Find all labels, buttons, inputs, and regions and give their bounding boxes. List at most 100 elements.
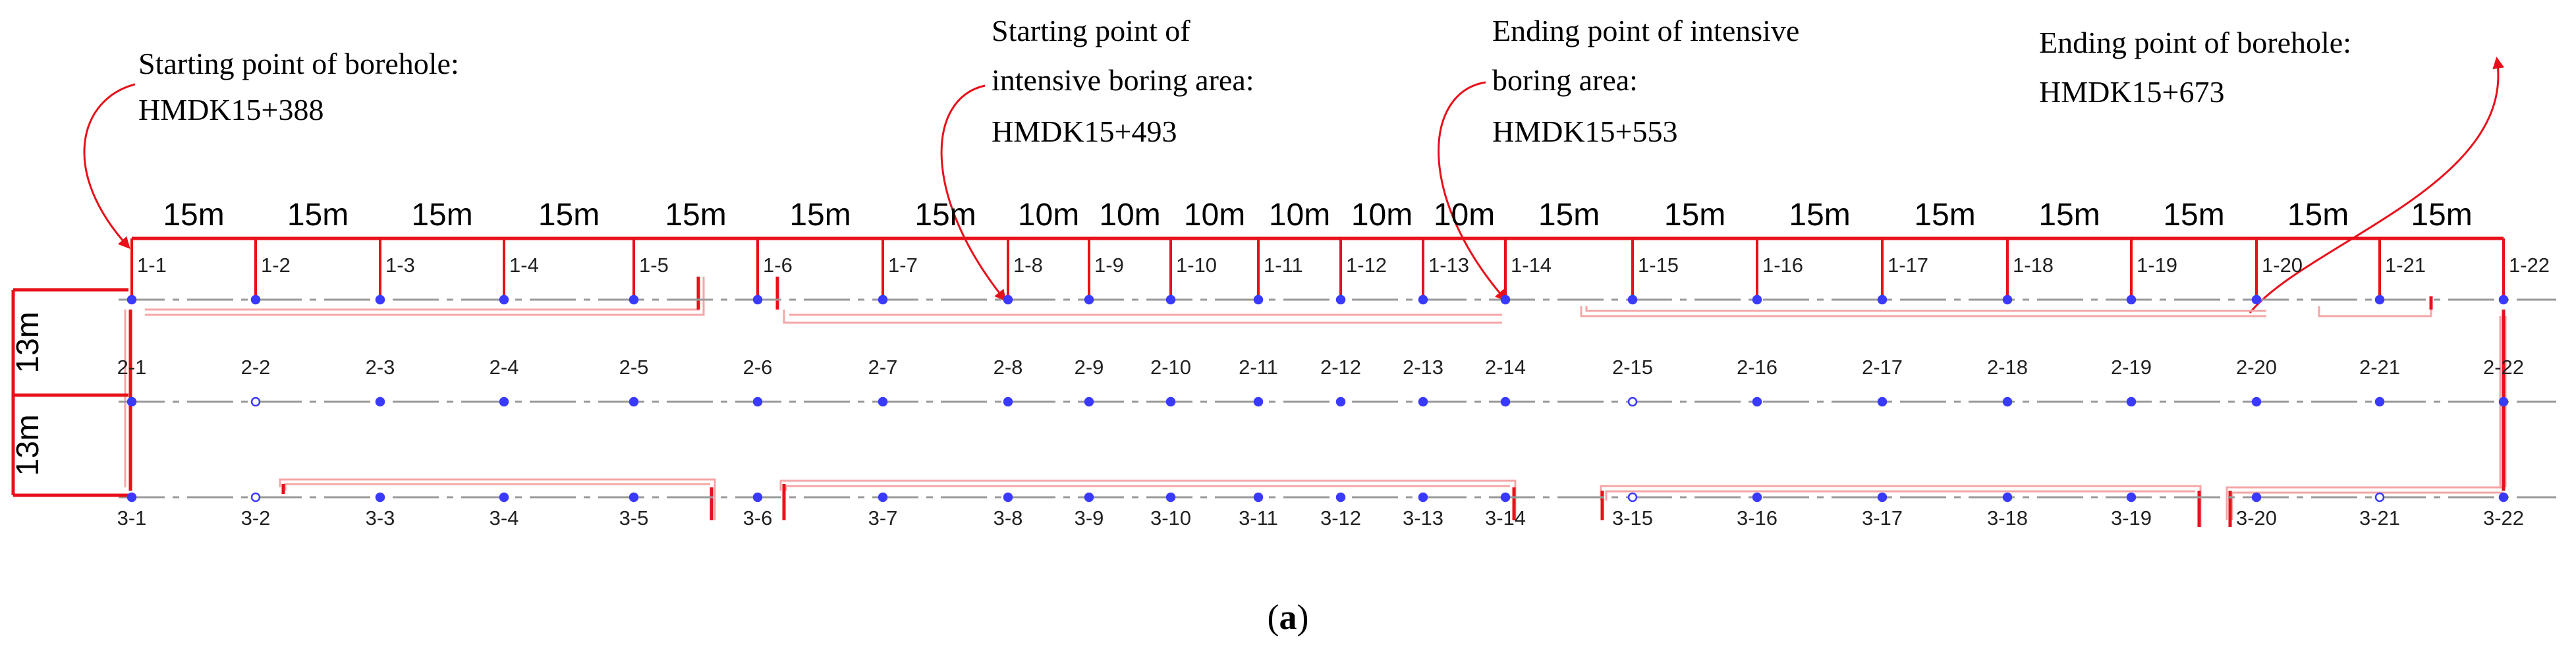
borehole-point — [629, 492, 639, 503]
borehole-point — [375, 492, 385, 503]
figure-caption: (a) — [1268, 597, 1309, 637]
caption-open: ( — [1268, 597, 1279, 637]
borehole-point — [499, 492, 509, 503]
borehole-label: 3-1 — [117, 506, 147, 530]
borehole-point — [752, 396, 763, 407]
borehole-label: 2-10 — [1150, 356, 1191, 379]
borehole-label: 3-10 — [1150, 506, 1191, 530]
borehole-point — [1500, 492, 1511, 503]
spacing-label: 15m — [287, 198, 349, 232]
annotation-start-borehole: Starting point of borehole: HMDK15+388 — [138, 47, 459, 126]
spacing-label: 15m — [1664, 198, 1725, 232]
borehole-point — [1165, 492, 1176, 503]
borehole-point — [1627, 396, 1638, 407]
borehole-point — [1084, 396, 1094, 407]
spacing-label: 10m — [1099, 198, 1160, 232]
borehole-point — [2126, 294, 2137, 305]
borehole-point — [1253, 294, 1264, 305]
borehole-label: 3-8 — [994, 506, 1023, 530]
spacing-label: 15m — [914, 198, 976, 232]
borehole-point — [1418, 396, 1428, 407]
borehole-point — [1084, 294, 1094, 305]
borehole-point — [499, 294, 509, 305]
borehole-point — [1500, 294, 1511, 305]
borehole-label: 1-14 — [1511, 254, 1552, 277]
borehole-label: 1-7 — [888, 254, 918, 277]
borehole-label: 3-18 — [1987, 506, 2028, 530]
borehole-point — [1003, 492, 1013, 503]
borehole-point — [499, 396, 509, 407]
borehole-label: 2-9 — [1075, 356, 1104, 379]
spacing-label: 10m — [1184, 198, 1245, 232]
borehole-label: 1-15 — [1638, 254, 1679, 277]
borehole-point — [1253, 492, 1264, 503]
outline-segment — [1580, 306, 2266, 317]
borehole-label: 2-1 — [117, 356, 147, 379]
borehole-label: 1-20 — [2262, 254, 2303, 277]
borehole-label: 2-12 — [1320, 356, 1361, 379]
borehole-point — [1335, 492, 1346, 503]
annotation-title: Starting point of — [992, 14, 1190, 47]
annotation-value: HMDK15+388 — [138, 93, 324, 126]
borehole-point — [752, 492, 763, 503]
annotation-title: Starting point of borehole: — [138, 47, 459, 80]
borehole-label: 1-21 — [2385, 254, 2426, 277]
borehole-label: 1-19 — [2137, 254, 2177, 277]
borehole-label: 2-7 — [868, 356, 898, 379]
annotation-title-line2: intensive boring area: — [992, 63, 1254, 97]
borehole-point — [250, 492, 261, 503]
borehole-point — [1335, 294, 1346, 305]
pointer-arrow-end-intensive — [1438, 81, 1507, 302]
spacing-label: 15m — [2038, 198, 2100, 232]
borehole-point — [1877, 294, 1888, 305]
borehole-point — [2498, 492, 2509, 503]
borehole-label: 2-3 — [366, 356, 395, 379]
borehole-grid: 1-1 1-2 1-3 1-4 1-5 1-6 1-7 1-8 1-9 1-10 1-11 1-12 1… — [117, 254, 2550, 530]
borehole-label: 3-13 — [1403, 506, 1443, 530]
borehole-label: 2-22 — [2483, 356, 2524, 379]
borehole-label: 2-13 — [1403, 356, 1443, 379]
borehole-label: 1-16 — [1762, 254, 1803, 277]
borehole-point — [375, 396, 385, 407]
annotation-end-intensive: Ending point of intensive boring area: H… — [1492, 14, 1799, 148]
borehole-point — [1418, 492, 1428, 503]
borehole-label: 1-22 — [2509, 254, 2550, 277]
borehole-label: 3-14 — [1485, 506, 1526, 530]
row-spacing-label: 13m — [11, 312, 45, 373]
annotation-start-intensive: Starting point of intensive boring area:… — [992, 14, 1254, 148]
borehole-point — [2126, 396, 2137, 407]
borehole-label: 1-6 — [763, 254, 793, 277]
spacing-label: 10m — [1269, 198, 1330, 232]
borehole-point — [1003, 294, 1013, 305]
borehole-label: 1-4 — [509, 254, 539, 277]
annotation-value: HMDK15+673 — [2039, 75, 2225, 109]
spacing-label: 15m — [1538, 198, 1600, 232]
borehole-label: 1-8 — [1013, 254, 1043, 277]
spacing-label: 15m — [2411, 198, 2472, 232]
borehole-point — [1752, 294, 1762, 305]
spacing-dimension: 15m 15m 15m 15m 15m 15m 15m 10m 10m 10m 10m 10m 10m 1… — [130, 198, 2505, 300]
borehole-label: 3-12 — [1320, 506, 1361, 530]
borehole-label: 2-8 — [994, 356, 1023, 379]
borehole-point — [629, 396, 639, 407]
borehole-label: 2-18 — [1987, 356, 2028, 379]
annotation-end-borehole: Ending point of borehole: HMDK15+673 — [2039, 26, 2351, 109]
spacing-label: 15m — [1789, 198, 1850, 232]
borehole-point — [2002, 396, 2013, 407]
borehole-label: 2-21 — [2359, 356, 2400, 379]
row-spacing-dimension: 13m 13m — [11, 288, 128, 497]
borehole-label: 3-5 — [619, 506, 649, 530]
spacing-label: 15m — [163, 198, 224, 232]
borehole-point — [250, 396, 261, 407]
pointer-arrow-start-intensive — [940, 84, 1007, 302]
borehole-label: 3-20 — [2236, 506, 2277, 530]
borehole-label: 3-9 — [1075, 506, 1104, 530]
pointer-arrow-start-borehole — [83, 83, 136, 249]
caption-close: ) — [1297, 597, 1309, 637]
borehole-point — [1627, 492, 1638, 503]
borehole-label: 1-17 — [1888, 254, 1928, 277]
borehole-point — [629, 294, 639, 305]
borehole-point — [1627, 294, 1638, 305]
borehole-point — [1165, 294, 1176, 305]
